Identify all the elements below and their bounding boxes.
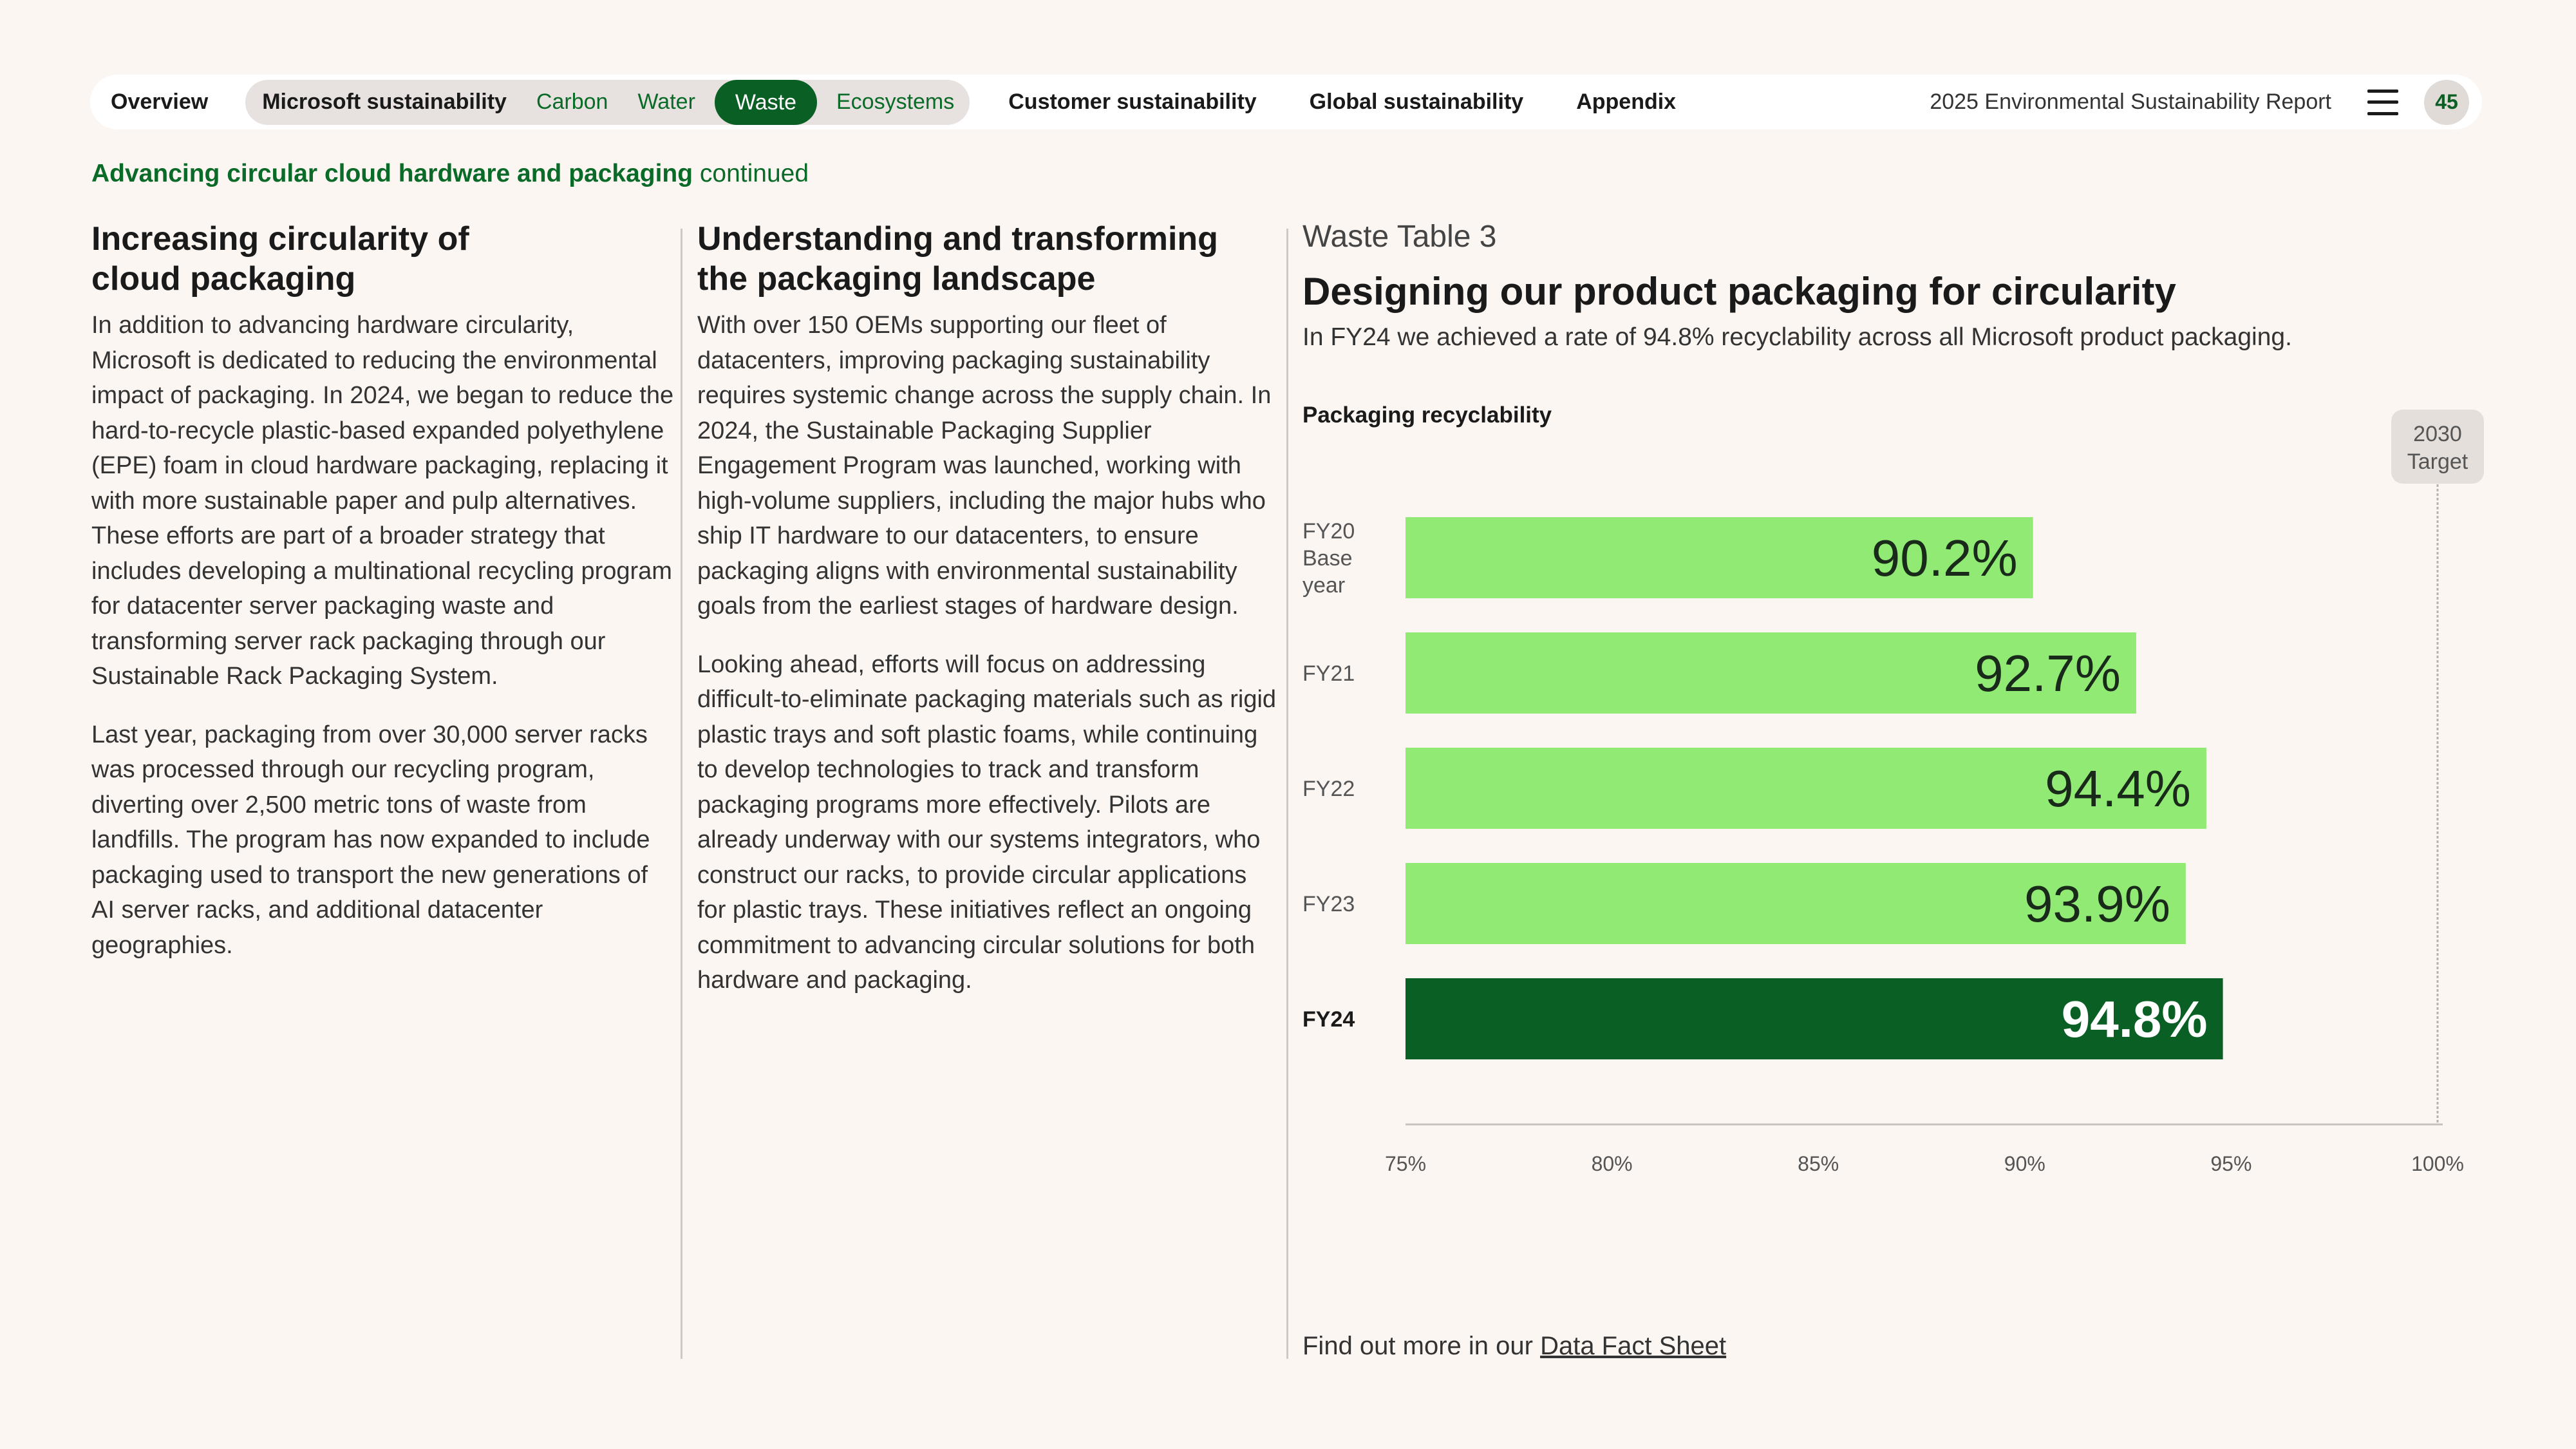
bar-value-label: 92.7% xyxy=(1975,645,2121,702)
bar-fy20 xyxy=(1406,517,2033,598)
column-2-paragraph-2: Looking ahead, efforts will focus on add… xyxy=(697,650,1277,994)
target-badge xyxy=(2391,410,2484,484)
nav-customer-sustainability[interactable]: Customer sustainability xyxy=(1008,90,1257,114)
chart-label: Packaging recyclability xyxy=(1302,402,1552,428)
hamburger-menu-icon[interactable] xyxy=(2367,89,2398,115)
page-number-badge: 45 xyxy=(2424,79,2469,125)
x-tick-label: 85% xyxy=(1798,1152,1839,1175)
chart-subtitle: In FY24 we achieved a rate of 94.8% recy… xyxy=(1302,323,2292,351)
bar-value-label: 94.4% xyxy=(2045,760,2191,817)
column-2-heading-line-2: the packaging landscape xyxy=(697,260,1096,298)
footer-note: Find out more in our Data Fact Sheet xyxy=(1302,1332,1726,1361)
column-divider-1 xyxy=(681,229,682,1359)
column-2-heading: Understanding and transforming the packa… xyxy=(697,219,1277,299)
column-packaging-landscape: Understanding and transforming the packa… xyxy=(697,219,1277,1021)
column-1-heading-line-1: Increasing circularity of xyxy=(91,220,469,258)
x-tick-label: 100% xyxy=(2411,1152,2464,1175)
column-circularity: Increasing circularity of cloud packagin… xyxy=(91,219,674,986)
x-tick-label: 95% xyxy=(2210,1152,2252,1175)
nav-appendix[interactable]: Appendix xyxy=(1576,90,1677,114)
target-label-line-1: 2030 xyxy=(2413,422,2462,446)
nav-group-microsoft-sustainability: Microsoft sustainability Carbon Water Wa… xyxy=(245,79,970,125)
footer-text: Find out more in our xyxy=(1302,1332,1533,1360)
report-title: 2025 Environmental Sustainability Report xyxy=(1930,90,2331,114)
data-fact-sheet-link[interactable]: Data Fact Sheet xyxy=(1540,1332,1727,1360)
section-suffix: continued xyxy=(699,160,809,187)
nav-ecosystems[interactable]: Ecosystems xyxy=(836,90,955,114)
column-divider-2 xyxy=(1286,229,1288,1359)
nav-water[interactable]: Water xyxy=(637,90,695,114)
section-title: Advancing circular cloud hardware and pa… xyxy=(91,160,693,187)
category-label: Base xyxy=(1302,546,1353,571)
bar-fy24 xyxy=(1406,978,2223,1059)
category-label: FY24 xyxy=(1302,1007,1355,1032)
x-tick-label: 75% xyxy=(1385,1152,1426,1175)
bar-value-label: 94.8% xyxy=(2062,990,2208,1048)
bar-fy22 xyxy=(1406,748,2206,829)
chart-kicker: Waste Table 3 xyxy=(1302,220,1497,254)
x-tick-label: 80% xyxy=(1592,1152,1633,1175)
category-label: FY21 xyxy=(1302,661,1355,686)
x-tick-label: 90% xyxy=(2004,1152,2045,1175)
chart-title: Designing our product packaging for circ… xyxy=(1302,270,2176,313)
category-label: FY23 xyxy=(1302,892,1355,916)
nav-waste-active[interactable]: Waste xyxy=(714,79,817,125)
nav-microsoft-sustainability[interactable]: Microsoft sustainability xyxy=(262,90,507,114)
column-2-heading-line-1: Understanding and transforming xyxy=(697,220,1218,258)
target-label-line-2: Target xyxy=(2407,450,2468,474)
top-navigation: Overview Microsoft sustainability Carbon… xyxy=(90,75,2482,129)
column-2-paragraph-1: With over 150 OEMs supporting our fleet … xyxy=(697,312,1272,620)
category-label: FY20 xyxy=(1302,519,1355,544)
nav-overview[interactable]: Overview xyxy=(111,90,209,114)
category-label: year xyxy=(1302,573,1345,598)
bar-fy21 xyxy=(1406,632,2136,714)
nav-global-sustainability[interactable]: Global sustainability xyxy=(1309,90,1524,114)
bar-fy23 xyxy=(1406,863,2186,944)
nav-carbon[interactable]: Carbon xyxy=(536,90,608,114)
section-header: Advancing circular cloud hardware and pa… xyxy=(91,160,809,188)
column-1-paragraph-1: In addition to advancing hardware circul… xyxy=(91,312,674,690)
nav-right-group: 2025 Environmental Sustainability Report… xyxy=(1930,75,2469,129)
category-label: FY22 xyxy=(1302,777,1355,801)
bar-value-label: 93.9% xyxy=(2024,875,2170,933)
column-1-heading: Increasing circularity of cloud packagin… xyxy=(91,219,674,299)
column-1-paragraph-2: Last year, packaging from over 30,000 se… xyxy=(91,721,650,959)
column-1-heading-line-2: cloud packaging xyxy=(91,260,356,298)
bar-value-label: 90.2% xyxy=(1872,529,2018,587)
